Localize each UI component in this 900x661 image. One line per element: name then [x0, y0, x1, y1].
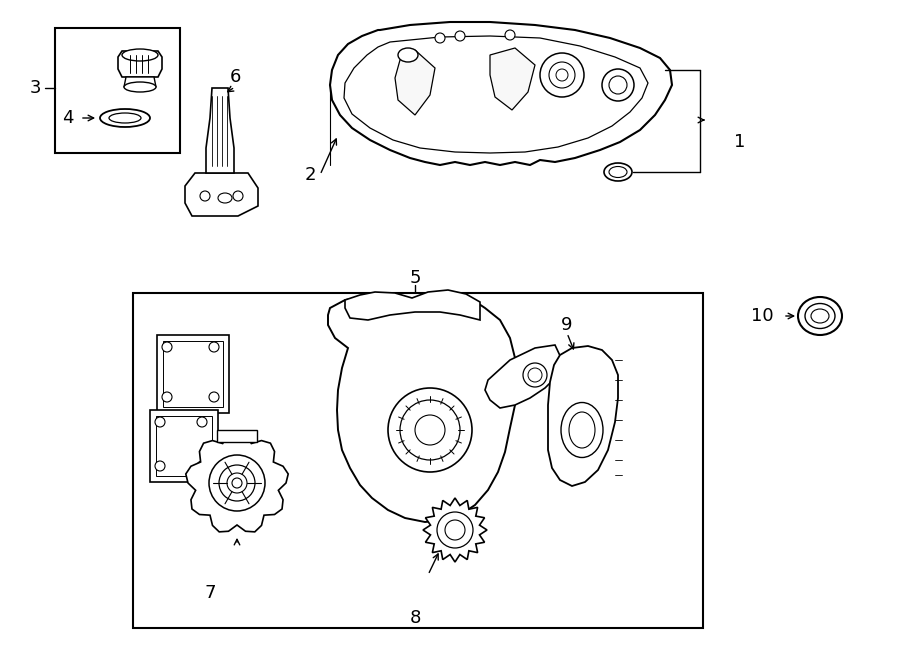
Circle shape — [388, 388, 472, 472]
Circle shape — [219, 465, 255, 501]
Ellipse shape — [122, 49, 158, 61]
Circle shape — [528, 368, 542, 382]
Polygon shape — [485, 345, 562, 408]
Circle shape — [415, 415, 445, 445]
Text: 4: 4 — [62, 109, 74, 127]
Polygon shape — [185, 173, 258, 216]
Circle shape — [155, 417, 165, 427]
Circle shape — [609, 76, 627, 94]
Polygon shape — [345, 290, 480, 320]
Text: 7: 7 — [204, 584, 216, 602]
Circle shape — [200, 191, 210, 201]
Ellipse shape — [798, 297, 842, 335]
Circle shape — [233, 191, 243, 201]
Circle shape — [445, 520, 465, 540]
Ellipse shape — [218, 193, 232, 203]
Circle shape — [437, 512, 473, 548]
Circle shape — [209, 455, 265, 511]
Polygon shape — [328, 295, 518, 522]
Polygon shape — [206, 88, 234, 173]
Circle shape — [197, 417, 207, 427]
Text: 8: 8 — [410, 609, 420, 627]
Circle shape — [209, 392, 219, 402]
Text: 3: 3 — [29, 79, 40, 97]
Polygon shape — [185, 431, 288, 532]
Bar — [150, 410, 218, 482]
Polygon shape — [124, 77, 156, 87]
Bar — [156, 416, 212, 476]
Text: 2: 2 — [304, 166, 316, 184]
Circle shape — [162, 392, 172, 402]
Polygon shape — [344, 36, 648, 153]
Polygon shape — [330, 22, 672, 165]
Ellipse shape — [569, 412, 595, 448]
Circle shape — [540, 53, 584, 97]
Circle shape — [232, 478, 242, 488]
Ellipse shape — [805, 303, 835, 329]
Text: 9: 9 — [562, 316, 572, 334]
Circle shape — [400, 400, 460, 460]
Polygon shape — [423, 498, 487, 562]
Ellipse shape — [109, 113, 141, 123]
Text: 5: 5 — [410, 269, 421, 287]
Circle shape — [455, 31, 465, 41]
Circle shape — [523, 363, 547, 387]
Circle shape — [556, 69, 568, 81]
Ellipse shape — [398, 48, 418, 62]
Ellipse shape — [100, 109, 150, 127]
Bar — [157, 335, 229, 413]
Polygon shape — [490, 48, 535, 110]
Bar — [163, 341, 223, 407]
Circle shape — [549, 62, 575, 88]
Text: 10: 10 — [751, 307, 773, 325]
Circle shape — [155, 461, 165, 471]
Circle shape — [435, 33, 445, 43]
Ellipse shape — [561, 403, 603, 457]
Bar — [217, 430, 257, 442]
Ellipse shape — [604, 163, 632, 181]
Circle shape — [197, 461, 207, 471]
Circle shape — [162, 342, 172, 352]
Circle shape — [209, 342, 219, 352]
Polygon shape — [118, 51, 162, 77]
Ellipse shape — [811, 309, 829, 323]
Bar — [55, 28, 180, 153]
Bar — [133, 293, 703, 628]
Text: 1: 1 — [734, 133, 746, 151]
Text: 6: 6 — [230, 68, 240, 86]
Ellipse shape — [124, 82, 156, 92]
Circle shape — [505, 30, 515, 40]
Polygon shape — [395, 50, 435, 115]
Polygon shape — [548, 346, 618, 486]
Circle shape — [227, 473, 247, 493]
Ellipse shape — [609, 167, 627, 178]
Circle shape — [602, 69, 634, 101]
